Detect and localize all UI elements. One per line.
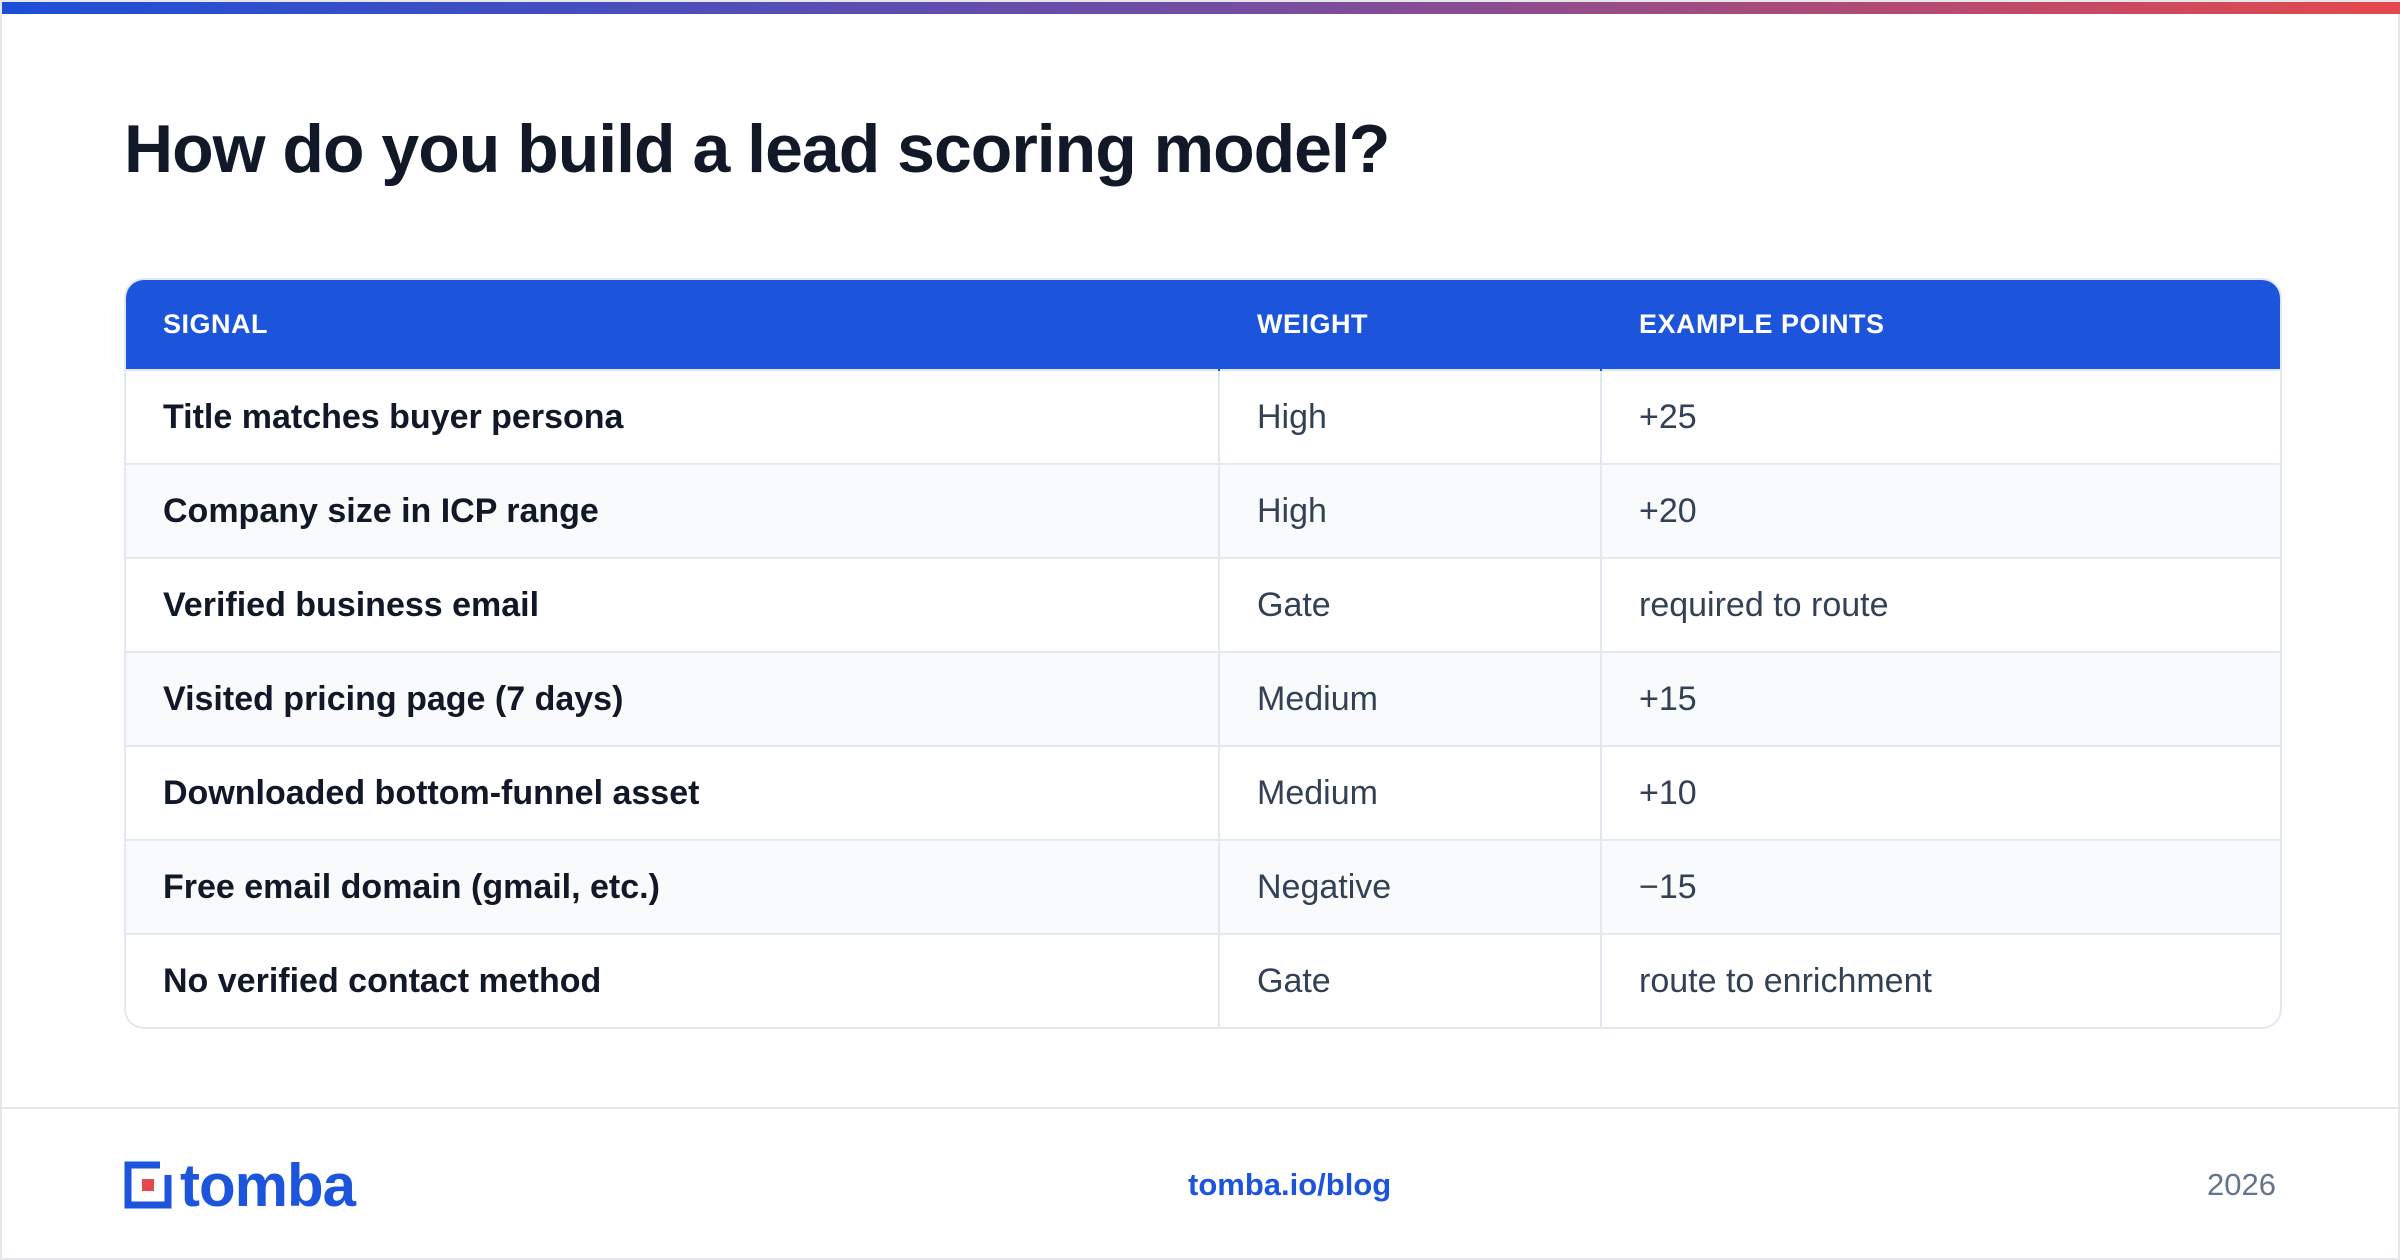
column-header: WEIGHT [1218,280,1601,370]
weight-cell: Medium [1218,745,1601,840]
table-row: Downloaded bottom-funnel asset Medium +10 [126,745,2280,840]
table-container: SIGNAL WEIGHT EXAMPLE POINTS Title matches… [124,278,2282,1029]
signal-cell: Title matches buyer persona [126,369,1219,464]
points-cell: −15 [1600,839,2280,934]
table-row: No verified contact method Gate route to e… [126,933,2280,1027]
signal-cell: No verified contact method [126,933,1219,1027]
weight-cell: Gate [1218,933,1601,1027]
points-cell: required to route [1600,557,2280,652]
signal-cell: Company size in ICP range [126,463,1219,558]
table-header-row: SIGNAL WEIGHT EXAMPLE POINTS [126,280,2280,370]
weight-cell: High [1218,369,1601,464]
top-accent-bar [2,2,2400,14]
table-row: Verified business email Gate required to r… [126,557,2280,652]
page-title: How do you build a lead scoring model? [124,111,1390,187]
table-row: Free email domain (gmail, etc.) Negative −… [126,839,2280,934]
points-cell: route to enrichment [1600,933,2280,1027]
points-cell: +20 [1600,463,2280,558]
table-row: Title matches buyer persona High +25 [126,369,2280,464]
scoring-table: SIGNAL WEIGHT EXAMPLE POINTS Title matches… [126,280,2280,1027]
weight-cell: High [1218,463,1601,558]
blog-link[interactable]: tomba.io/blog [1188,1167,1392,1202]
weight-cell: Gate [1218,557,1601,652]
points-cell: +25 [1600,369,2280,464]
logo-text: tomba [180,1151,356,1219]
weight-cell: Medium [1218,651,1601,746]
signal-cell: Visited pricing page (7 days) [126,651,1219,746]
table-row: Company size in ICP range High +20 [126,463,2280,558]
table-body: Title matches buyer persona High +25 Compan… [126,369,2280,1027]
signal-cell: Free email domain (gmail, etc.) [126,839,1219,934]
weight-cell: Negative [1218,839,1601,934]
logo: tomba [124,1152,356,1219]
column-header: EXAMPLE POINTS [1600,280,2280,370]
column-header: SIGNAL [126,280,1219,370]
footer-divider [2,1107,2400,1109]
points-cell: +15 [1600,651,2280,746]
signal-cell: Downloaded bottom-funnel asset [126,745,1219,840]
signal-cell: Verified business email [126,557,1219,652]
year: 2026 [2207,1167,2276,1202]
points-cell: +10 [1600,745,2280,840]
logo-icon [124,1161,172,1209]
table-row: Visited pricing page (7 days) Medium +15 [126,651,2280,746]
